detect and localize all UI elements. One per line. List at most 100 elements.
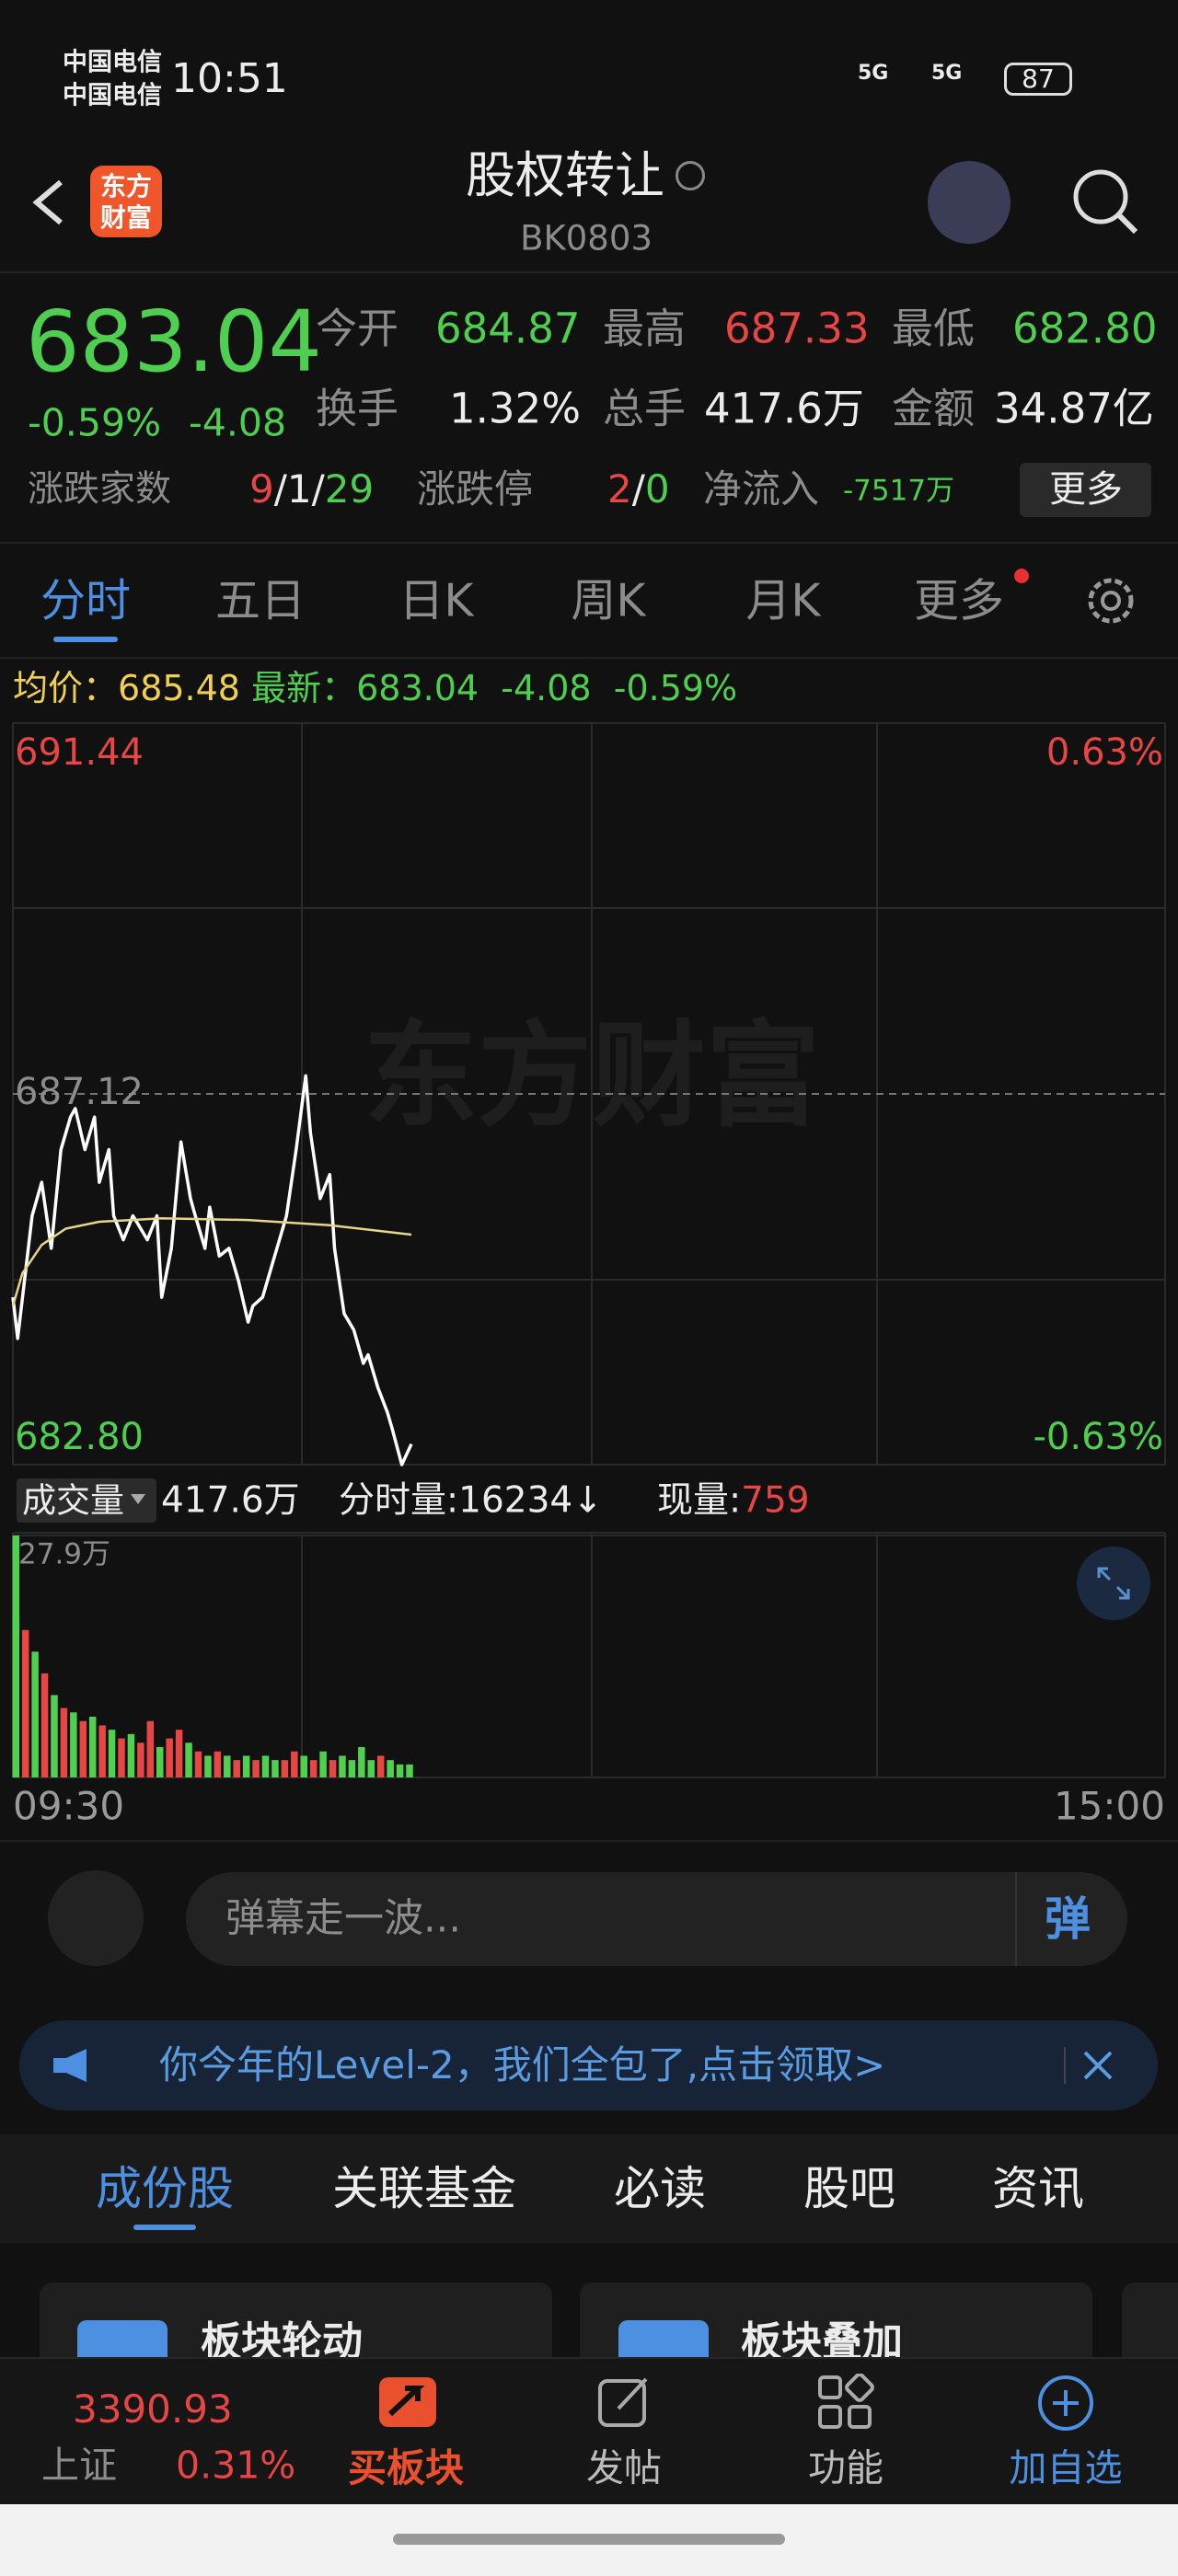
- volume-bar: [376, 1755, 385, 1777]
- volume-bar: [339, 1755, 346, 1777]
- tab[interactable]: 日K: [398, 574, 474, 627]
- buy-button[interactable]: 买板块: [347, 2445, 465, 2490]
- volume-bar: [137, 1742, 144, 1777]
- carrier: 中国电信: [63, 81, 162, 110]
- more-button-text: 更多: [1049, 468, 1123, 511]
- settings-button[interactable]: [1083, 573, 1138, 628]
- limit-values: 2/0: [607, 470, 670, 509]
- assistant-avatar[interactable]: [928, 161, 1011, 244]
- volume-bar: [291, 1751, 298, 1777]
- stock-code: BK0803: [520, 218, 653, 259]
- price-line: [11, 1074, 413, 1466]
- tab[interactable]: 月K: [745, 574, 821, 627]
- card-title: 板块轮动: [201, 2318, 363, 2365]
- banner-text: 你今年的Level-2，我们全包了,点击领取>: [159, 2042, 886, 2087]
- stat-label: 最低: [892, 304, 976, 353]
- volume-bar: [60, 1708, 68, 1777]
- change-percent: -0.59%: [613, 668, 738, 708]
- volume-bar: [51, 1695, 58, 1777]
- change-amount: -4.08: [189, 400, 287, 445]
- tab[interactable]: 五日: [214, 574, 306, 627]
- index-value[interactable]: 3390.93: [73, 2386, 233, 2432]
- back-button[interactable]: [26, 175, 72, 230]
- nav-item[interactable]: 发帖: [586, 2445, 662, 2490]
- current-volume: 现量:759: [657, 1483, 810, 1519]
- bottom-nav: [0, 2357, 1178, 2506]
- logo-text: 东方: [99, 171, 153, 201]
- separator: /: [311, 466, 325, 512]
- divider: [1015, 1872, 1017, 1966]
- close-button[interactable]: [1082, 2050, 1114, 2081]
- sub-tab[interactable]: 成份股: [96, 2162, 234, 2215]
- divider: [0, 1840, 1178, 1842]
- volume-selector[interactable]: [17, 1478, 156, 1523]
- sub-tab[interactable]: 关联基金: [332, 2162, 516, 2215]
- y-tick-label: 27.9万: [18, 1538, 110, 1571]
- page-title: 股权转让: [466, 146, 664, 204]
- nav-item[interactable]: 加自选: [1009, 2445, 1123, 2490]
- tab[interactable]: 周K: [571, 574, 646, 627]
- last-value: 683.04: [356, 668, 479, 708]
- volume-bar: [175, 1730, 183, 1777]
- avg-value: 685.48: [118, 668, 240, 708]
- volume-bar: [166, 1738, 173, 1777]
- danmaku-button[interactable]: 弹: [1045, 1892, 1091, 1946]
- sub-tab[interactable]: 股吧: [803, 2162, 895, 2215]
- danmaku-settings[interactable]: [48, 1870, 144, 1966]
- battery-level: 87: [1022, 63, 1055, 94]
- volume-bar: [21, 1629, 29, 1777]
- volume-bar: [300, 1755, 307, 1777]
- expand-button[interactable]: [1077, 1547, 1150, 1620]
- tab[interactable]: 更多: [913, 574, 1005, 627]
- expand-icon: [1097, 1567, 1130, 1600]
- home-indicator: [393, 2534, 785, 2545]
- stat-value: 687.33: [724, 304, 870, 353]
- volume-bar: [79, 1720, 87, 1777]
- tab[interactable]: 分时: [40, 574, 132, 627]
- y-tick-label: 682.80: [15, 1416, 144, 1458]
- stat-label: 最高: [603, 304, 687, 353]
- volume-bar: [233, 1760, 240, 1777]
- add-icon: [1038, 2375, 1093, 2431]
- promo-banner[interactable]: [19, 2020, 1158, 2110]
- volume-bar: [31, 1651, 39, 1777]
- volume-selector-text: 成交量: [22, 1480, 124, 1521]
- search-button[interactable]: [1068, 164, 1141, 237]
- sub-tab[interactable]: 资讯: [992, 2162, 1084, 2215]
- x-tick-label: 15:00: [1054, 1784, 1165, 1829]
- breadth-label: 涨跌家数: [28, 468, 172, 511]
- volume-bar: [214, 1751, 222, 1777]
- info-icon[interactable]: [676, 161, 705, 190]
- stat-value: 682.80: [1012, 304, 1158, 353]
- stat-label: 今开: [316, 304, 399, 353]
- danmaku-input[interactable]: [186, 1872, 1127, 1966]
- panel-frame: [12, 723, 1166, 1778]
- stat-value: 1.32%: [449, 384, 581, 433]
- change-percent: -0.59%: [28, 400, 162, 445]
- sub-tab-bar: [0, 2134, 1178, 2243]
- volume-bar: [12, 1535, 19, 1777]
- sub-tab[interactable]: 必读: [614, 2162, 706, 2215]
- separator: /: [273, 466, 287, 512]
- up-count: 9: [249, 466, 274, 512]
- stat-label: 金额: [892, 384, 976, 433]
- volume-bar: [358, 1747, 365, 1777]
- nav-item[interactable]: 功能: [808, 2445, 884, 2490]
- volume-bar: [261, 1755, 270, 1777]
- y-tick-label: 687.12: [15, 1071, 144, 1113]
- volume-bar: [406, 1764, 413, 1777]
- y-tick-label: 691.44: [15, 731, 144, 774]
- down-count: 29: [324, 466, 375, 512]
- divider: [0, 271, 1178, 273]
- y2-tick-label: 0.63%: [1046, 731, 1163, 774]
- volume-bar: [387, 1760, 394, 1777]
- stat-value: 417.6万: [704, 384, 864, 433]
- volume-bar: [348, 1760, 356, 1777]
- y2-tick-label: -0.63%: [1033, 1416, 1163, 1458]
- tab-indicator: [133, 2225, 196, 2230]
- separator: /: [631, 466, 645, 512]
- card-title: 板块叠加: [741, 2318, 903, 2365]
- battery: [1004, 63, 1072, 96]
- signal-label: 5G: [858, 62, 889, 85]
- more-button[interactable]: [1020, 463, 1151, 517]
